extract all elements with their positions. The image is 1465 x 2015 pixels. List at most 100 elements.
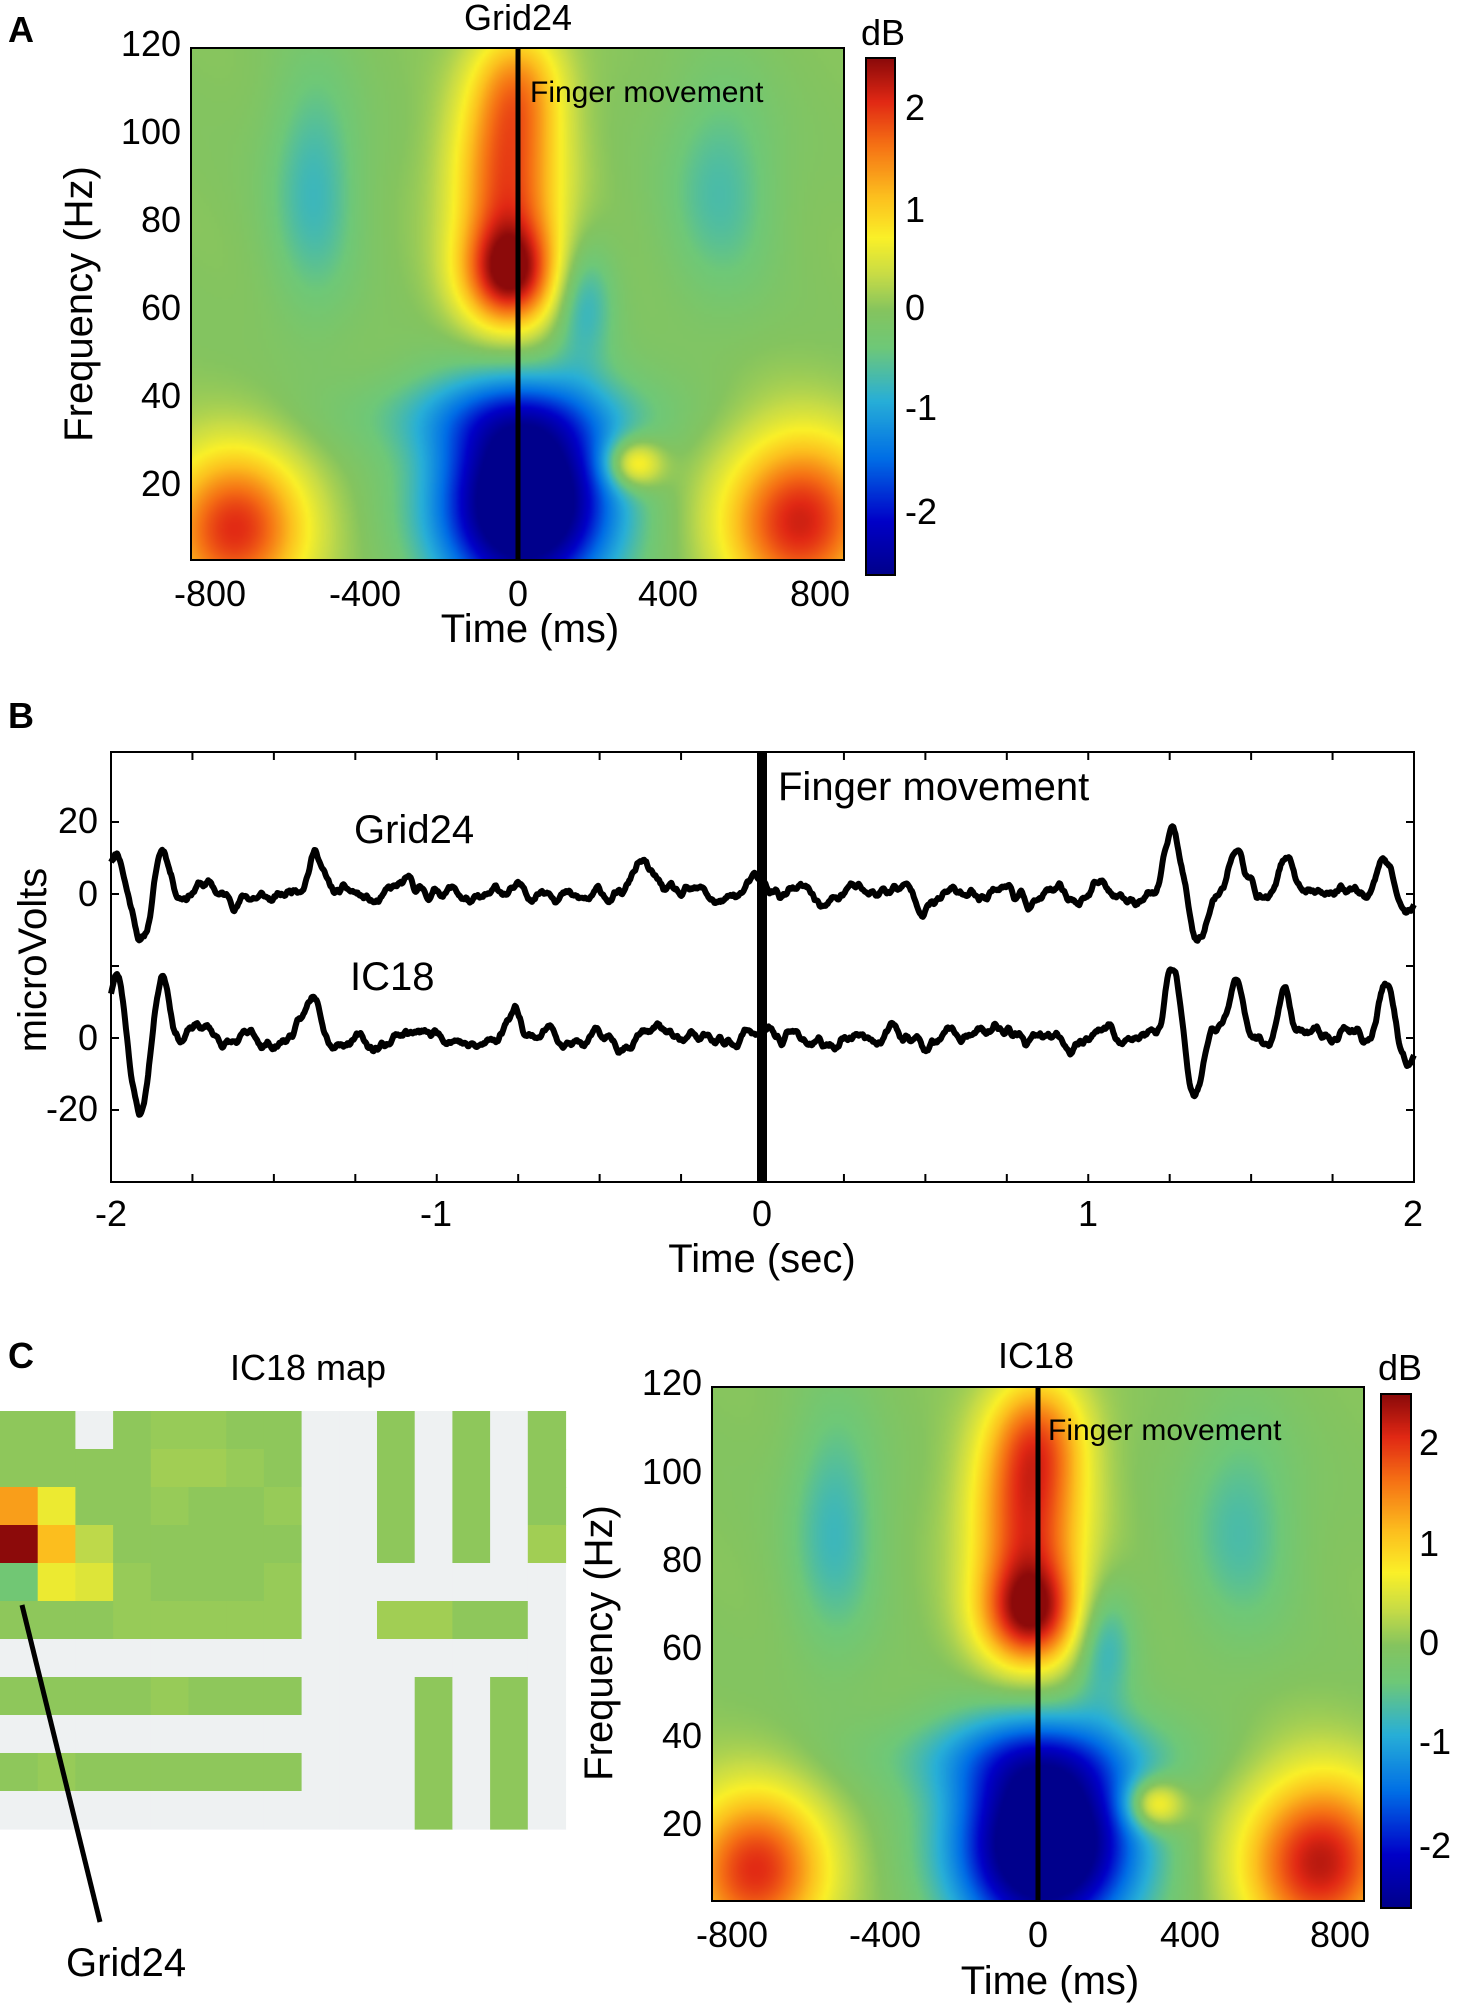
- electrode-cell: [150, 1715, 190, 1754]
- electrode-cell: [414, 1791, 453, 1830]
- electrode-cell: [301, 1601, 340, 1640]
- y-tick-label: 20: [141, 463, 181, 504]
- panel-a-colorbar: [866, 58, 895, 575]
- electrode-cell: [339, 1525, 378, 1564]
- electrode-cell: [75, 1563, 114, 1602]
- electrode-cell: [0, 1601, 39, 1640]
- panel-c-pointer-label: Grid24: [66, 1941, 186, 1985]
- electrode-cell: [75, 1525, 114, 1564]
- electrode-cell: [527, 1563, 567, 1602]
- panel-a-colorbar-label: dB: [861, 12, 905, 53]
- electrode-cell: [37, 1525, 76, 1564]
- electrode-cell: [490, 1639, 529, 1678]
- electrode-cell: [452, 1715, 491, 1754]
- electrode-cell: [263, 1715, 303, 1754]
- electrode-cell: [226, 1677, 265, 1716]
- electrode-cell: [113, 1411, 152, 1450]
- panel-c-x-axis-label: Time (ms): [961, 1959, 1139, 2003]
- panel-b-y-ticks: 20 0 0 -20: [46, 800, 98, 1129]
- electrode-cell: [188, 1791, 227, 1830]
- electrode-cell: [527, 1601, 567, 1640]
- electrode-cell: [452, 1753, 491, 1792]
- x-tick-label: -800: [696, 1914, 768, 1955]
- electrode-cell: [339, 1753, 378, 1792]
- electrode-cell: [150, 1487, 190, 1526]
- electrode-cell: [113, 1487, 152, 1526]
- electrode-cell: [226, 1525, 265, 1564]
- electrode-cell: [414, 1715, 453, 1754]
- electrode-cell: [75, 1487, 114, 1526]
- electrode-cell: [150, 1411, 190, 1450]
- electrode-cell: [490, 1449, 529, 1488]
- panel-c-y-ticks: 120 100 80 60 40 20: [642, 1362, 702, 1844]
- panel-a-colorbar-ticks: 2 1 0 -1 -2: [905, 87, 937, 532]
- electrode-cell: [263, 1677, 303, 1716]
- electrode-cell: [0, 1411, 39, 1450]
- electrode-cell: [490, 1601, 529, 1640]
- x-tick-label: -1: [420, 1193, 452, 1234]
- panel-c-colorbar-frame: [1380, 1393, 1412, 1909]
- panel-c-electrode-map: [0, 1411, 567, 1830]
- y-tick-label: 100: [121, 111, 181, 152]
- electrode-cell: [377, 1411, 416, 1450]
- electrode-cell: [188, 1715, 227, 1754]
- electrode-cell: [263, 1791, 303, 1830]
- electrode-cell: [490, 1411, 529, 1450]
- colorbar-tick: -1: [905, 387, 937, 428]
- electrode-cell: [414, 1487, 453, 1526]
- panel-a-letter: A: [8, 9, 34, 50]
- electrode-cell: [263, 1411, 303, 1450]
- panel-c-letter: C: [8, 1335, 34, 1376]
- electrode-cell: [339, 1715, 378, 1754]
- electrode-cell: [188, 1601, 227, 1640]
- electrode-cell: [226, 1601, 265, 1640]
- panel-b-letter: B: [8, 695, 34, 736]
- colorbar-tick: 0: [1419, 1622, 1439, 1663]
- electrode-cell: [0, 1525, 39, 1564]
- panel-b-series-label-ic18: IC18: [350, 955, 435, 999]
- electrode-cell: [301, 1487, 340, 1526]
- panel-c-colorbar: [1381, 1394, 1411, 1908]
- electrode-cell: [37, 1753, 76, 1792]
- electrode-cell: [226, 1639, 265, 1678]
- x-tick-label: 800: [1310, 1914, 1370, 1955]
- electrode-cell: [263, 1601, 303, 1640]
- electrode-cell: [301, 1677, 340, 1716]
- colorbar-tick: -2: [905, 491, 937, 532]
- y-tick-label: 60: [141, 287, 181, 328]
- electrode-cell: [452, 1525, 491, 1564]
- panel-c-y-axis-label: Frequency (Hz): [577, 1505, 621, 1781]
- electrode-cell: [226, 1563, 265, 1602]
- electrode-cell: [75, 1601, 114, 1640]
- electrode-cell: [301, 1563, 340, 1602]
- y-tick-label: 0: [78, 873, 98, 914]
- electrode-cell: [377, 1563, 416, 1602]
- electrode-cell: [263, 1525, 303, 1564]
- y-tick-label: -20: [46, 1088, 98, 1129]
- electrode-cell: [301, 1639, 340, 1678]
- electrode-cell: [301, 1449, 340, 1488]
- electrode-cell: [113, 1449, 152, 1488]
- panel-b-x-ticks: -2 -1 0 1 2: [95, 1193, 1423, 1234]
- electrode-cell: [452, 1563, 491, 1602]
- electrode-cell: [414, 1411, 453, 1450]
- electrode-cell: [150, 1449, 190, 1488]
- electrode-cell: [226, 1449, 265, 1488]
- electrode-cell: [452, 1677, 491, 1716]
- panel-c-event-label: Finger movement: [1048, 1414, 1282, 1447]
- electrode-cell: [452, 1791, 491, 1830]
- panel-a-colorbar-frame: [865, 57, 896, 576]
- y-tick-label: 100: [642, 1451, 702, 1492]
- electrode-cell: [113, 1715, 152, 1754]
- panel-b-series-label-grid24: Grid24: [354, 808, 474, 852]
- electrode-cell: [37, 1563, 76, 1602]
- y-tick-label: 80: [662, 1539, 702, 1580]
- electrode-cell: [301, 1753, 340, 1792]
- electrode-cell: [75, 1411, 114, 1450]
- electrode-cell: [75, 1791, 114, 1830]
- panel-a-x-axis-label: Time (ms): [441, 607, 619, 651]
- electrode-cell: [113, 1753, 152, 1792]
- electrode-cell: [301, 1525, 340, 1564]
- electrode-cell: [377, 1753, 416, 1792]
